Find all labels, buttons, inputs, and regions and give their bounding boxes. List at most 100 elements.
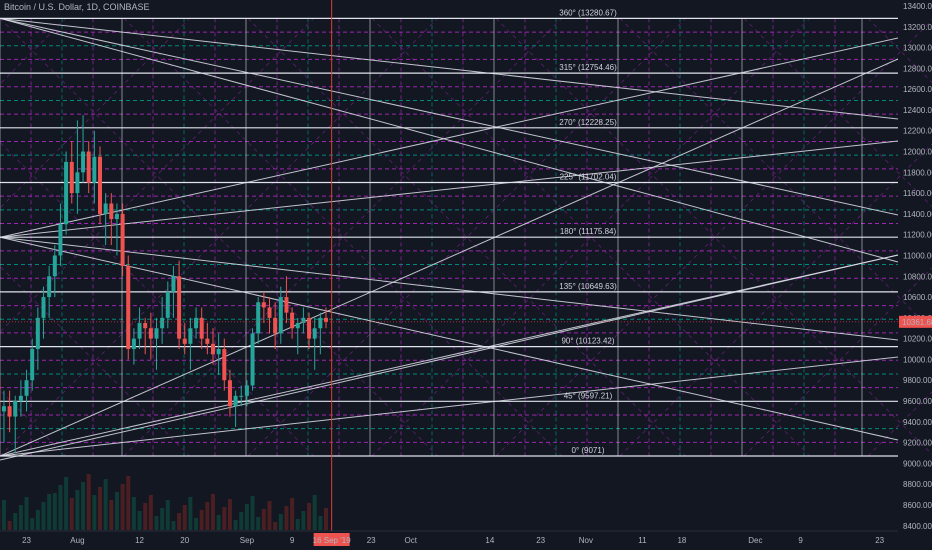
volume-bar <box>199 510 204 530</box>
gann-level-label: 135° (10649.63) <box>559 282 617 291</box>
gann-fan-line <box>0 356 899 457</box>
volume-bar <box>103 479 108 530</box>
candle-body <box>154 328 159 339</box>
gann-fan-line <box>0 236 899 441</box>
volume-bars <box>0 474 328 530</box>
candlesticks <box>0 115 328 453</box>
volume-bar <box>131 497 136 530</box>
volume-bar <box>47 494 52 530</box>
gann-level-label: 0° (9071) <box>572 446 605 455</box>
volume-bar <box>284 506 289 530</box>
candle-body <box>301 317 306 324</box>
volume-bar <box>160 508 165 530</box>
candle-body <box>171 276 176 292</box>
candle-body <box>261 302 266 308</box>
gann-level-label: 45° (9597.21) <box>564 391 613 400</box>
candle-body <box>69 161 74 194</box>
candle-body <box>114 213 119 220</box>
gann-level-label: 315° (12754.46) <box>559 63 617 72</box>
chart-title: Bitcoin / U.S. Dollar, 1D, COINBASE <box>4 2 150 12</box>
gann-diagonal-down <box>0 18 438 457</box>
volume-bar <box>114 492 119 530</box>
volume-bar <box>312 495 317 530</box>
price-axis[interactable]: 13400.00 13200.00 13000.00 12800.00 12600.00… <box>899 2 932 531</box>
candle-body <box>194 317 199 329</box>
volume-bar <box>58 485 63 530</box>
candle-body <box>137 323 142 339</box>
x-tick-label: 14 <box>485 536 494 545</box>
candle-body <box>273 317 278 334</box>
y-tick-label: 9000.00 <box>903 459 932 468</box>
candle-body <box>324 317 328 322</box>
candle-body <box>188 328 193 344</box>
candle-body <box>13 401 18 417</box>
candle-body <box>227 380 232 407</box>
y-tick-label: 12400.00 <box>903 106 932 115</box>
y-tick-label: 11400.00 <box>903 210 932 219</box>
candle-body <box>148 328 153 339</box>
candle-body <box>290 312 295 329</box>
volume-bar <box>318 516 323 530</box>
time-axis[interactable]: 23 Aug 12 20 Sep 9 23 Oct 14 23 Nov 11 18 Dec 9 23 16 Se… <box>0 530 898 546</box>
volume-bar <box>154 516 159 530</box>
candle-body <box>92 156 97 183</box>
candle-body <box>64 161 69 225</box>
candle-body <box>295 323 300 329</box>
candle-body <box>182 338 187 344</box>
x-tick-label: 23 <box>367 536 376 545</box>
candle-body <box>52 255 57 277</box>
volume-bar <box>165 500 170 530</box>
y-tick-label: 10800.00 <box>903 272 932 281</box>
y-tick-label: 9200.00 <box>903 439 932 448</box>
y-tick-label: 10600.00 <box>903 293 932 302</box>
gann-diagonal-down <box>0 141 314 457</box>
candle-body <box>30 349 35 381</box>
volume-bar <box>177 513 182 530</box>
gann-diagonal-up <box>0 18 314 333</box>
gann-level-label: 180° (11175.84) <box>560 227 617 236</box>
volume-bar <box>30 518 35 530</box>
gann-fan-line <box>0 17 899 120</box>
gann-diagonal-down <box>371 18 810 457</box>
candle-body <box>103 203 108 214</box>
x-tick-label: 23 <box>536 536 545 545</box>
gann-diagonal-up <box>371 18 810 457</box>
candle-body <box>222 349 227 381</box>
y-tick-label: 12000.00 <box>903 148 932 157</box>
candle-body <box>250 333 255 386</box>
candle-body <box>160 317 165 329</box>
volume-bar <box>295 519 300 530</box>
y-tick-label: 12800.00 <box>903 64 932 73</box>
x-tick-label: Dec <box>748 536 762 545</box>
volume-bar <box>233 520 238 530</box>
gann-fan-line <box>0 254 899 457</box>
current-price-label: 10361.68 <box>902 318 932 327</box>
volume-bar <box>24 497 29 530</box>
y-tick-label: 8600.00 <box>903 501 932 510</box>
volume-bar <box>69 498 74 530</box>
volume-bar <box>290 498 295 530</box>
candle-body <box>86 151 91 183</box>
x-tick-label: 9 <box>290 536 295 545</box>
candle-body <box>244 385 249 396</box>
x-tick-label: 11 <box>638 536 647 545</box>
gann-diagonal-down <box>247 18 686 457</box>
x-tick-label: Sep <box>240 536 255 545</box>
volume-bar <box>222 507 227 530</box>
volume-bar <box>267 501 272 530</box>
volume-bar <box>148 495 153 530</box>
candle-body <box>120 213 125 266</box>
candle-body <box>233 395 238 407</box>
volume-bar <box>239 512 244 530</box>
gann-fan-line <box>0 58 899 457</box>
y-tick-label: 11200.00 <box>903 231 932 240</box>
y-tick-label: 9600.00 <box>903 397 932 406</box>
y-tick-label: 10000.00 <box>903 355 932 364</box>
gann-diagonal-down <box>123 18 562 457</box>
gann-diagonal-up <box>247 18 686 457</box>
candle-body <box>256 302 261 334</box>
candle-body <box>177 276 182 339</box>
y-tick-label: 9400.00 <box>903 418 932 427</box>
